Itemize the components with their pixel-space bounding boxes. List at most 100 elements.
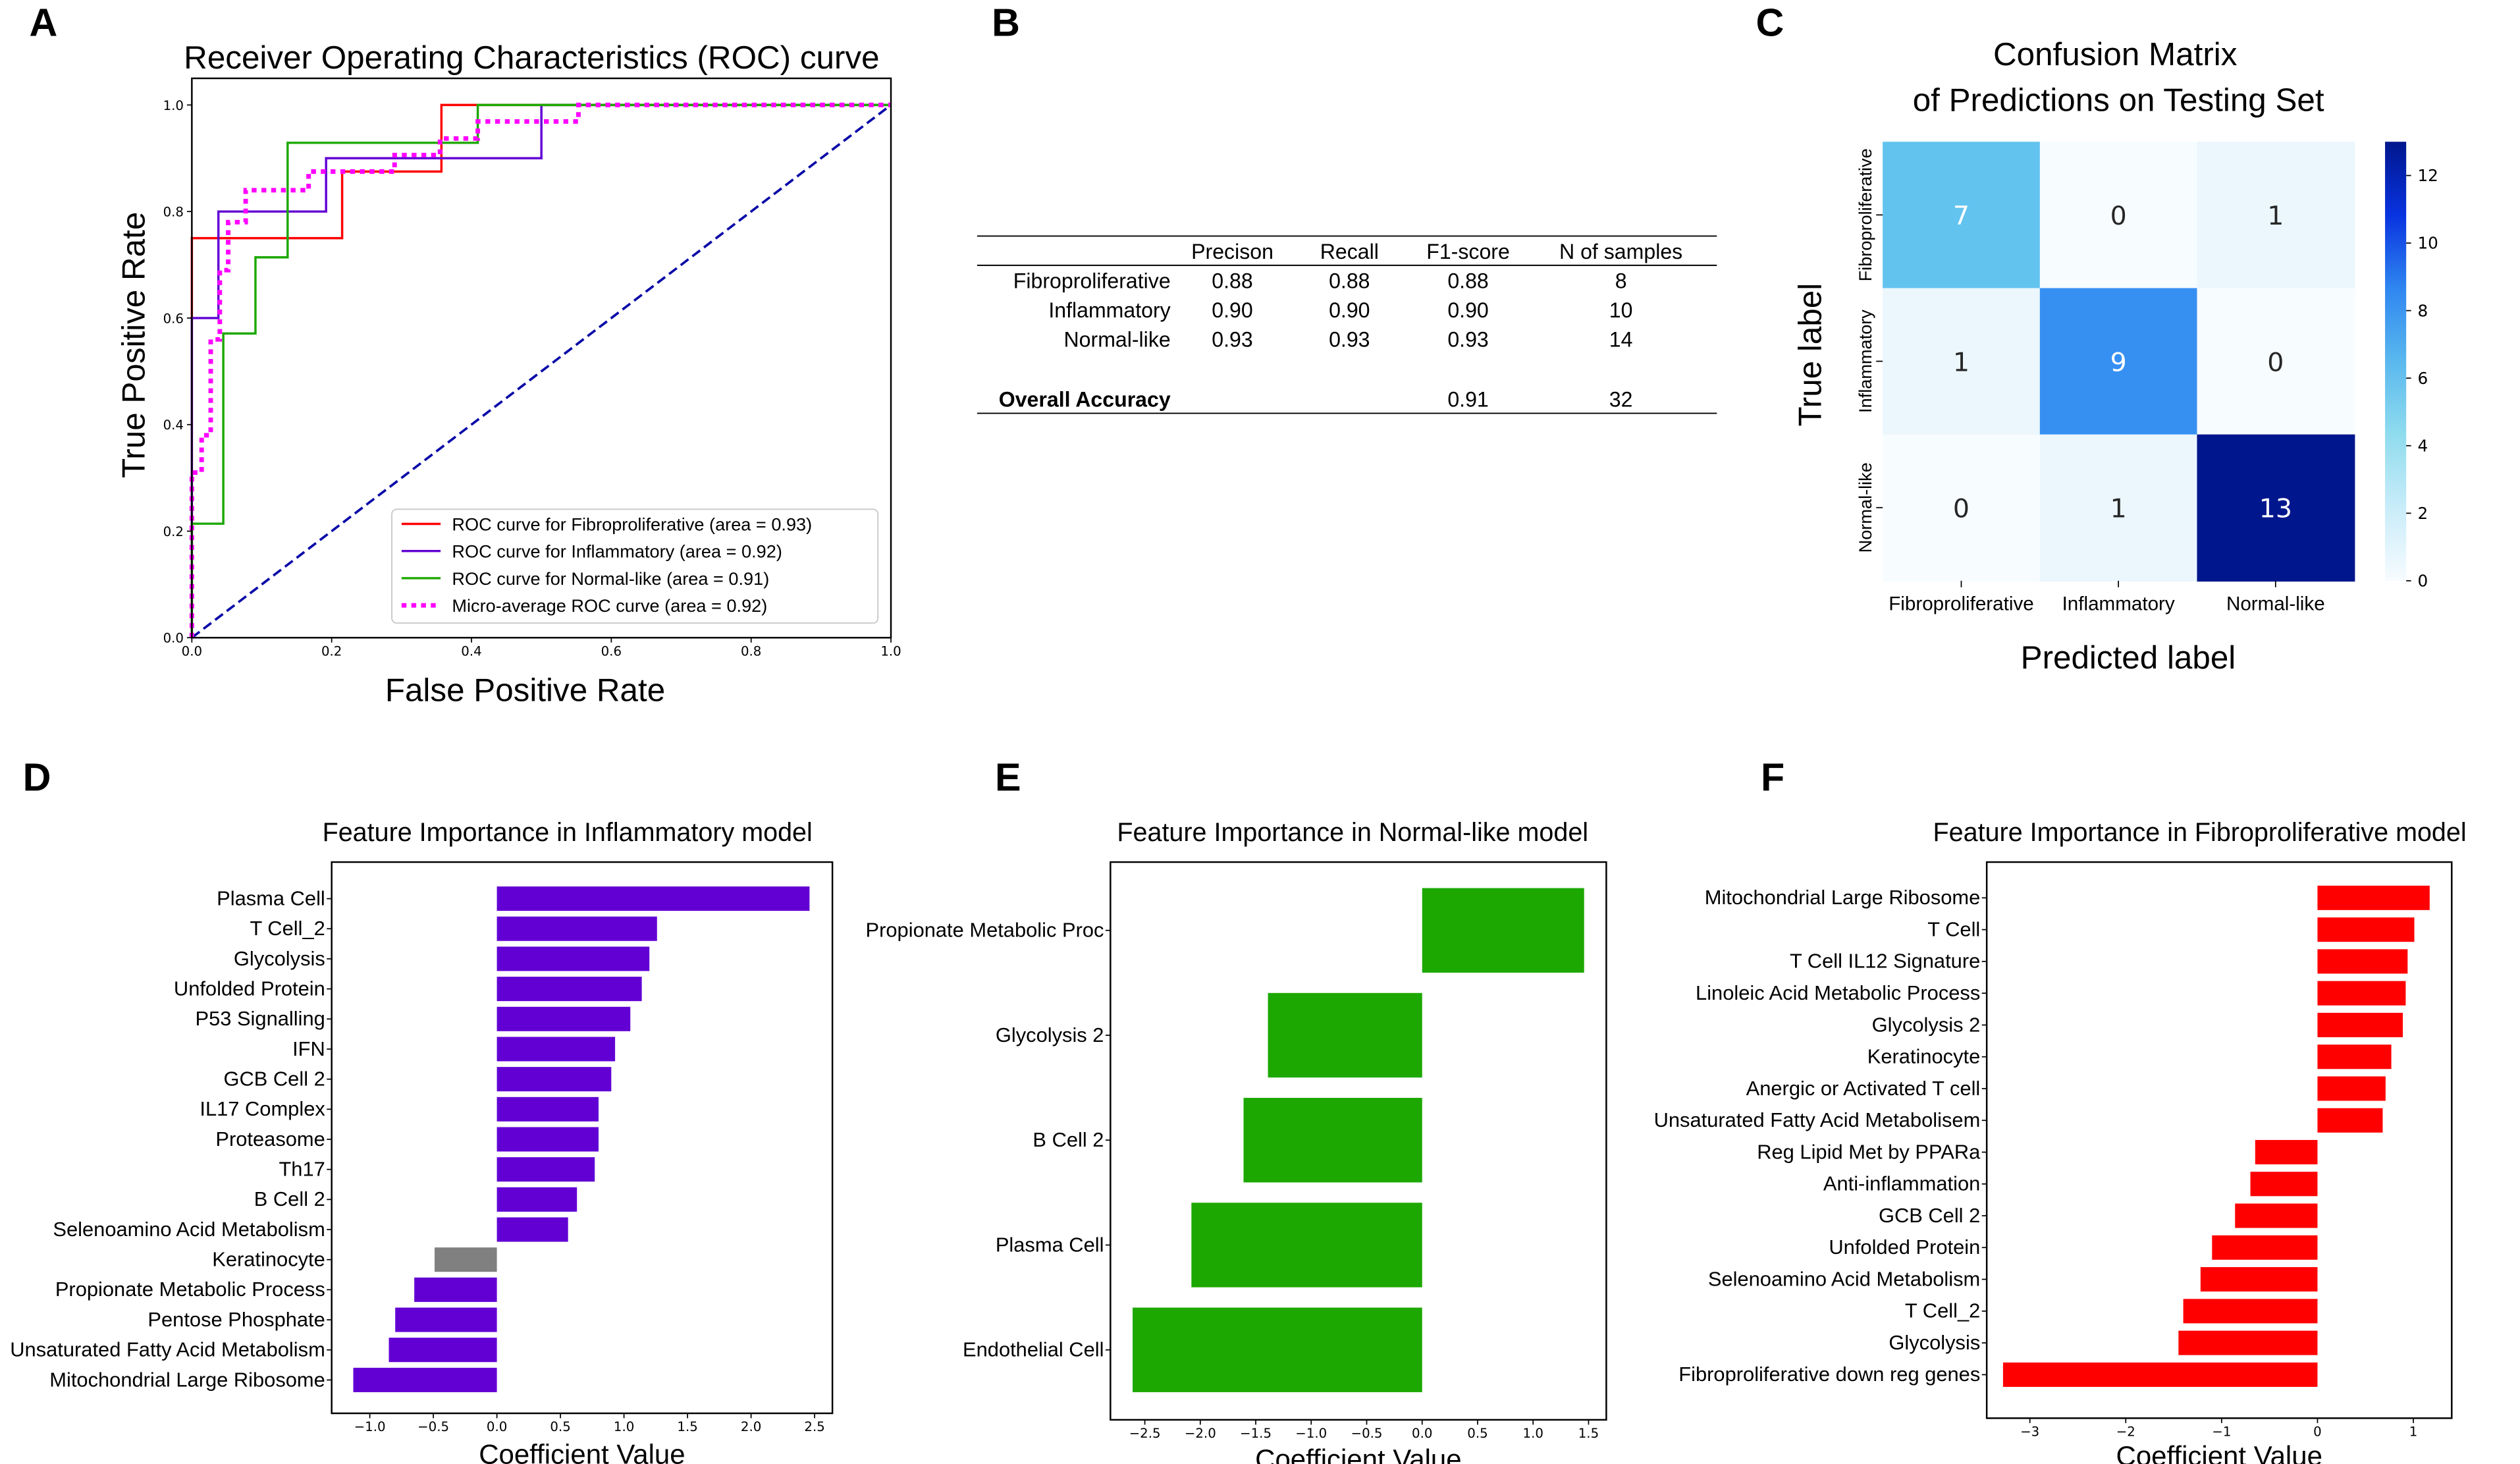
bar xyxy=(2317,885,2430,910)
roc-title: Receiver Operating Characteristics (ROC)… xyxy=(184,40,879,76)
legend-entry: ROC curve for Inflammatory (area = 0.92) xyxy=(452,541,782,562)
table-row: Fibroproliferative 0.88 0.88 0.88 8 xyxy=(1013,269,1627,292)
y-tick-label: Normal-like xyxy=(1855,462,1875,553)
bar xyxy=(2317,1012,2403,1037)
matrix-cell xyxy=(2197,288,2355,435)
confusion-matrix: Confusion Matrix of Predictions on Testi… xyxy=(1792,36,2438,676)
bar xyxy=(1243,1098,1422,1183)
y-tick-label: Fibroproliferative xyxy=(1855,148,1875,281)
colorbar-gradient xyxy=(2385,142,2407,581)
x-tick-label: −1.0 xyxy=(354,1419,386,1434)
chance-diagonal-line xyxy=(191,103,892,639)
colorbar-tick-label: 8 xyxy=(2417,301,2428,320)
bar xyxy=(496,1127,599,1152)
category-label: Anti-inflammation xyxy=(1823,1172,1980,1195)
bar xyxy=(2178,1330,2318,1355)
bar xyxy=(389,1338,497,1363)
cell-value: 0 xyxy=(2267,347,2284,377)
matrix-cell xyxy=(1883,434,2041,582)
table-header: Precison xyxy=(1191,240,1273,263)
roc-series-line-1 xyxy=(190,103,892,638)
category-label: Proteasome xyxy=(215,1127,325,1151)
x-tick-label: 0.4 xyxy=(461,643,481,659)
x-tick-label: 0.5 xyxy=(1467,1426,1488,1441)
bar xyxy=(2183,1299,2318,1324)
recall-cell: 0.90 xyxy=(1329,298,1370,322)
x-axis-label: Coefficient Value xyxy=(479,1439,685,1464)
x-tick-label: −2 xyxy=(2116,1424,2135,1440)
roc-legend: ROC curve for Fibroproliferative (area =… xyxy=(391,508,879,624)
bar xyxy=(496,946,650,971)
cell-value: 1 xyxy=(2110,494,2127,524)
bar xyxy=(496,1067,612,1092)
y-tick-label: 0.0 xyxy=(163,631,184,646)
category-label: Unsaturated Fatty Acid Metabolism xyxy=(10,1338,325,1361)
category-label: Unfolded Protein xyxy=(174,977,325,1000)
x-tick-label: Fibroproliferative xyxy=(1889,593,2034,614)
bar xyxy=(496,977,642,1002)
y-tick-label: 1.0 xyxy=(163,98,184,113)
inflammatory-importance-chart: Feature Importance in Inflammatory model… xyxy=(10,818,834,1464)
bar xyxy=(353,1367,497,1392)
classification-table: Precison Recall F1-score N of samples Fi… xyxy=(977,235,1717,414)
category-label: Propionate Metabolic Proc xyxy=(866,919,1104,942)
x-tick-label: −1 xyxy=(2212,1424,2231,1440)
colorbar-tick-label: 6 xyxy=(2417,369,2428,388)
bar xyxy=(496,1187,577,1212)
y-tick-label: 0.4 xyxy=(163,418,184,433)
bar xyxy=(435,1247,497,1272)
bar xyxy=(1422,888,1584,973)
overall-f1: 0.91 xyxy=(1447,388,1488,412)
cell-value: 1 xyxy=(1953,347,1970,377)
category-label: Pentose Phosphate xyxy=(147,1308,325,1331)
bar xyxy=(2212,1235,2318,1260)
x-tick-label: Normal-like xyxy=(2226,593,2325,614)
x-tick-label: −3 xyxy=(2020,1424,2039,1440)
x-tick-label: 0.5 xyxy=(550,1419,570,1434)
bar xyxy=(496,886,810,911)
precision-cell: 0.90 xyxy=(1212,298,1252,322)
category-label: Plasma Cell xyxy=(217,886,325,909)
chart-title: Feature Importance in Inflammatory model xyxy=(323,818,813,847)
cm-ylabel: True label xyxy=(1792,283,1828,427)
bar xyxy=(2250,1172,2318,1197)
x-tick-label: 1.0 xyxy=(880,643,901,659)
colorbar-tick-label: 12 xyxy=(2417,166,2438,185)
matrix-cell xyxy=(1883,288,2041,435)
x-tick-label: 0.8 xyxy=(741,643,761,659)
bar xyxy=(2200,1267,2318,1292)
row-label: Fibroproliferative xyxy=(1013,269,1171,292)
roc-series-line-3 xyxy=(189,102,892,638)
category-label: Reg Lipid Met by PPARa xyxy=(1757,1140,1981,1163)
y-tick-label: 0.6 xyxy=(163,311,184,326)
x-tick-label: 2.0 xyxy=(741,1419,761,1434)
bar xyxy=(2002,1362,2318,1387)
recall-cell: 0.93 xyxy=(1329,327,1370,351)
legend-entry: ROC curve for Normal-like (area = 0.91) xyxy=(452,568,769,589)
bar xyxy=(496,1217,568,1242)
x-tick-label: 0.0 xyxy=(182,643,202,659)
category-label: T Cell_2 xyxy=(250,917,325,940)
category-label: Plasma Cell xyxy=(996,1233,1104,1256)
cell-value: 13 xyxy=(2259,494,2292,524)
matrix-cell xyxy=(2039,288,2198,435)
x-tick-label: 1.5 xyxy=(677,1419,697,1434)
category-label: GCB Cell 2 xyxy=(223,1068,325,1091)
category-label: B Cell 2 xyxy=(1032,1128,1104,1151)
x-axis-label: Coefficient Value xyxy=(2116,1440,2322,1464)
matrix-cell xyxy=(1883,142,2041,289)
x-tick-label: −2.0 xyxy=(1185,1426,1216,1441)
x-tick-label: 2.5 xyxy=(804,1419,824,1434)
category-label: B Cell 2 xyxy=(254,1187,325,1210)
x-tick-label: 1.0 xyxy=(614,1419,634,1434)
panel-letter-f: F xyxy=(1761,755,1784,799)
n-cell: 10 xyxy=(1609,298,1633,322)
matrix-cell xyxy=(2039,434,2198,582)
table-row: Normal-like 0.93 0.93 0.93 14 xyxy=(1064,327,1633,351)
x-tick-label: Inflammatory xyxy=(2062,593,2175,614)
legend-entry: Micro-average ROC curve (area = 0.92) xyxy=(452,595,767,616)
table-row: Inflammatory 0.90 0.90 0.90 10 xyxy=(1048,298,1632,322)
overall-label: Overall Accuracy xyxy=(999,388,1171,412)
axes-frame xyxy=(1985,861,2453,1419)
